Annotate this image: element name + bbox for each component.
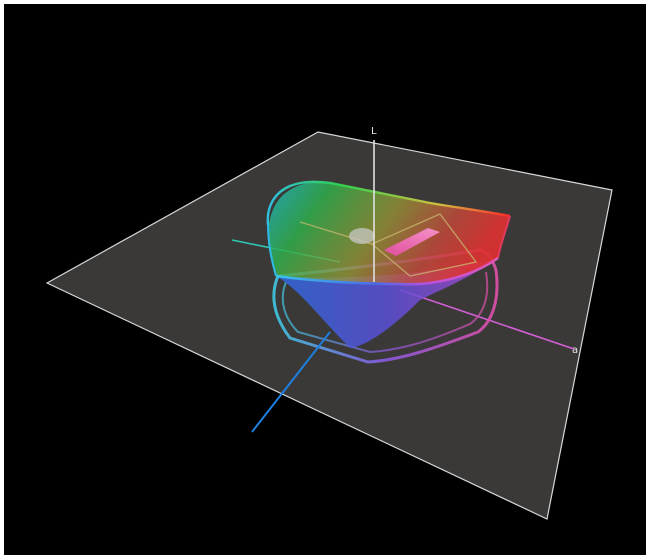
a-axis (399, 289, 575, 350)
gamut-rim (275, 256, 499, 286)
inner-gray-blob (349, 228, 375, 244)
inner-pink-streak (384, 228, 440, 256)
gamut-3d-viewer[interactable]: L a (4, 4, 646, 555)
gamut-upper-solid (268, 181, 510, 285)
b-axis-near (251, 331, 331, 433)
a-axis-label: a (572, 345, 578, 356)
gamut-top-edge (266, 180, 511, 226)
gamut-scene[interactable]: L a (4, 4, 646, 555)
outer-gamut-ring-inner (281, 271, 489, 354)
l-axis-label: L (371, 126, 377, 137)
gamut-right-edge (497, 215, 511, 259)
gamut-left-edge (267, 224, 277, 277)
